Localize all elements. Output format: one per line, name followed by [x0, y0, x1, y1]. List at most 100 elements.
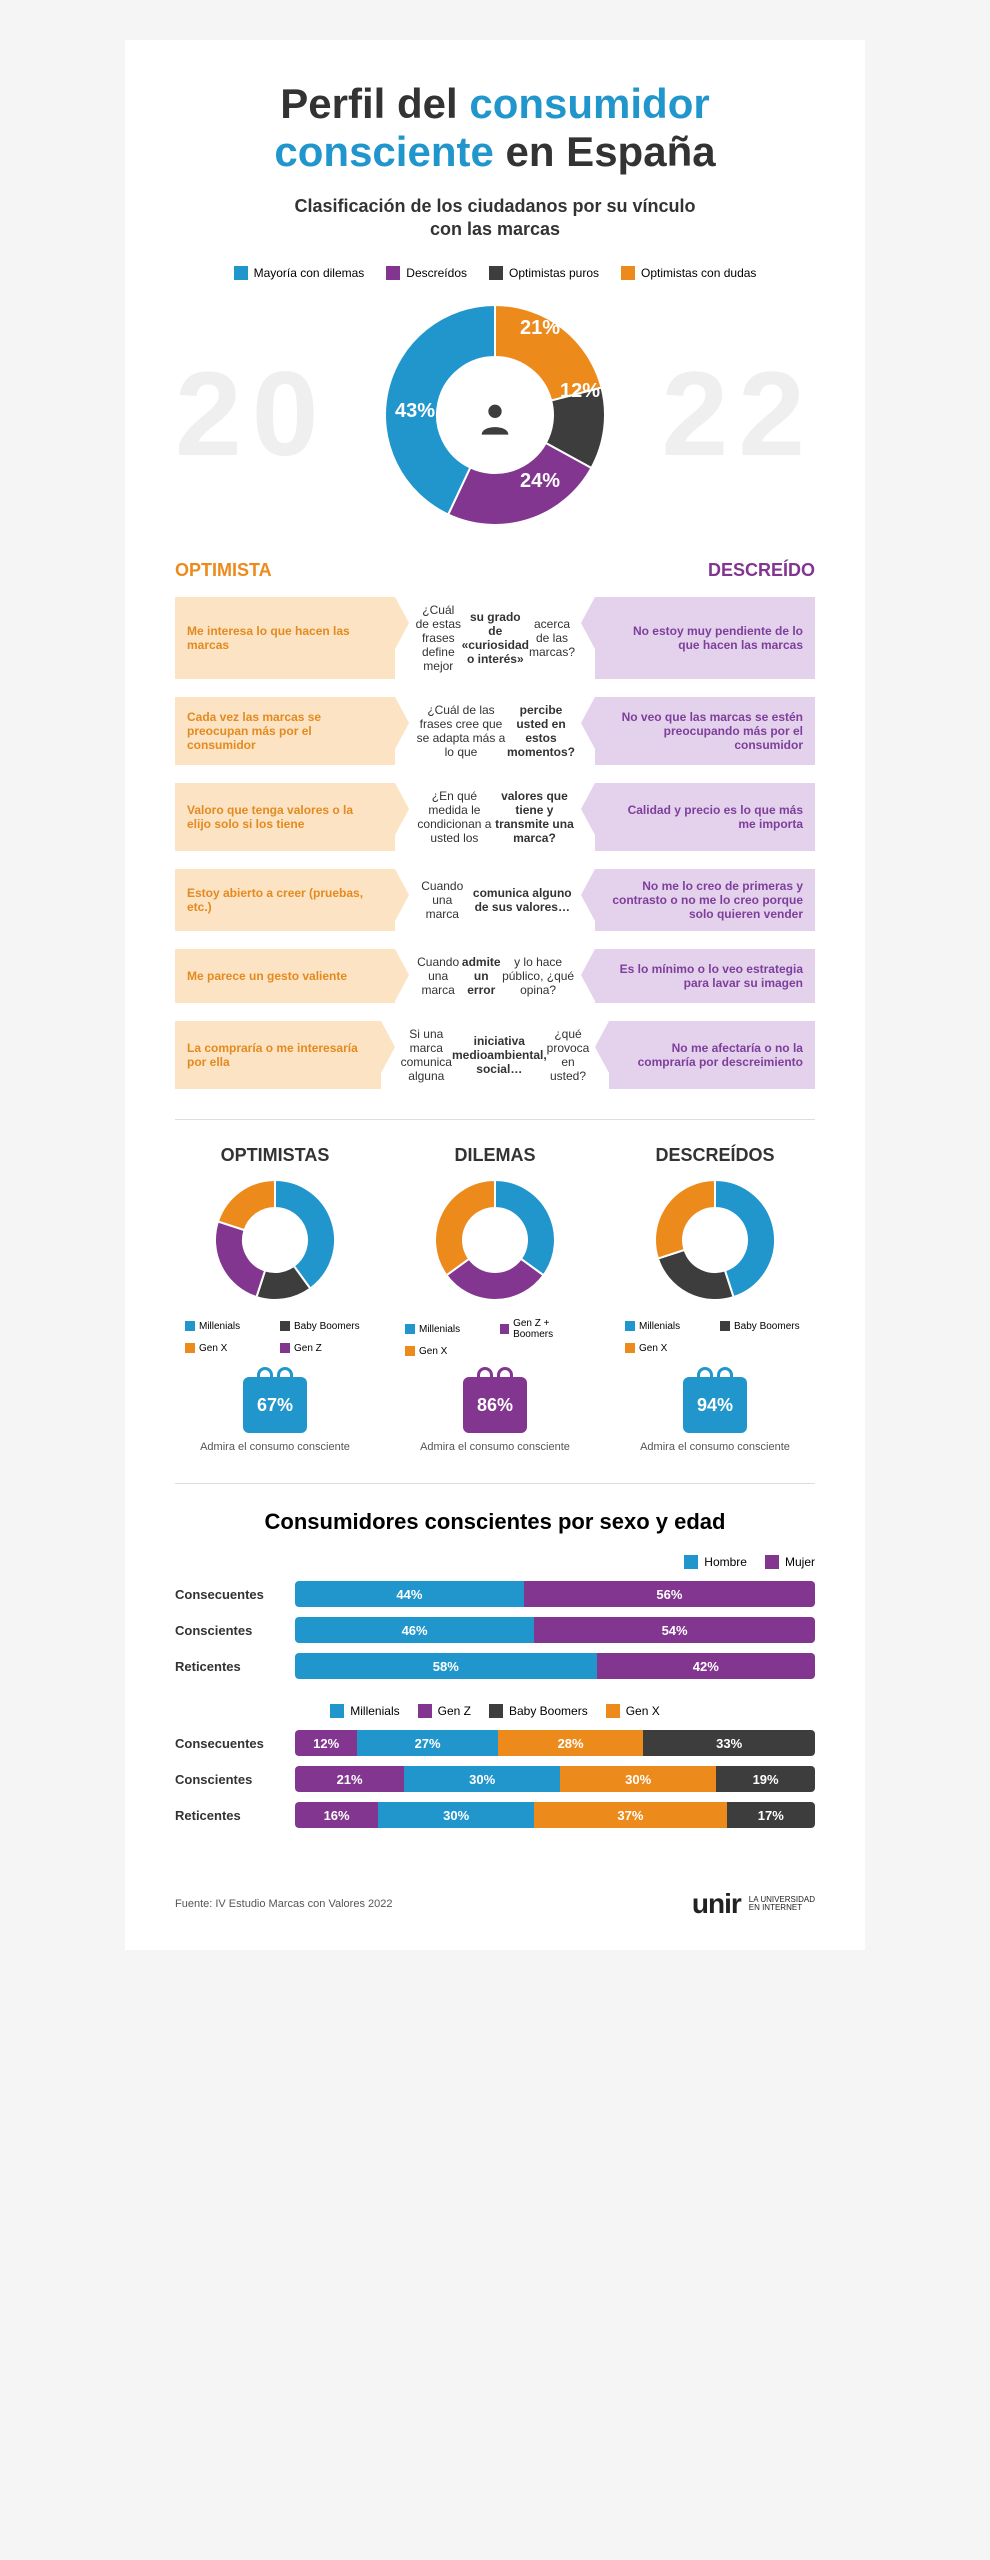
bar-segment: 54%	[534, 1617, 815, 1643]
mini-legend-item: Gen X	[625, 1339, 710, 1357]
bar-legend-item: Gen X	[606, 1704, 660, 1718]
descreido-banner: Es lo mínimo o lo veo estrategia para la…	[595, 949, 815, 1003]
bar-track: 58%42%	[295, 1653, 815, 1679]
bar-row-label: Reticentes	[175, 1808, 295, 1823]
mini-legend-item: Gen X	[405, 1345, 490, 1358]
bar-track: 12%27%28%33%	[295, 1730, 815, 1756]
bar-segment: 28%	[498, 1730, 644, 1756]
legend-item: Optimistas con dudas	[621, 266, 756, 280]
bar-row: Consecuentes12%27%28%33%	[175, 1730, 815, 1756]
bar-row: Conscientes21%30%30%19%	[175, 1766, 815, 1792]
infographic-container: Perfil del consumidor consciente en Espa…	[125, 40, 865, 1950]
year-bg-right: 22	[662, 345, 815, 483]
optimist-banner: Cada vez las marcas se preocupan más por…	[175, 697, 395, 765]
bar-track: 16%30%37%17%	[295, 1802, 815, 1828]
mini-legend: MillenialsBaby BoomersGen XGen Z	[175, 1317, 375, 1357]
legend-item: Optimistas puros	[489, 266, 599, 280]
compare-row: Estoy abierto a creer (pruebas, etc.) Cu…	[175, 869, 815, 931]
bar-segment: 44%	[295, 1581, 524, 1607]
mini-group-title: DILEMAS	[395, 1145, 595, 1166]
bar-segment: 33%	[643, 1730, 815, 1756]
donut-pct-label: 43%	[395, 400, 435, 423]
source-text: Fuente: IV Estudio Marcas con Valores 20…	[175, 1898, 392, 1910]
donut-pct-label: 12%	[560, 380, 600, 403]
main-donut-chart: 20 22 21%12%24%43%	[345, 300, 645, 530]
bar-row: Reticentes16%30%37%17%	[175, 1802, 815, 1828]
mini-legend-item: Millenials	[625, 1317, 710, 1335]
compare-question: ¿Cuál de las frases cree que se adapta m…	[405, 697, 585, 765]
donut-pct-label: 24%	[520, 470, 560, 493]
bar-row: Consecuentes44%56%	[175, 1581, 815, 1607]
mini-donut-chart	[175, 1180, 375, 1305]
bar-segment: 16%	[295, 1802, 378, 1828]
mini-donut-chart	[615, 1180, 815, 1305]
bar-legend-item: Mujer	[765, 1555, 815, 1569]
mini-donut-section: OPTIMISTAS Millenials Baby Boomers Gen X Ge…	[175, 1119, 815, 1453]
mini-legend-item: Gen Z + Boomers	[500, 1317, 585, 1341]
descreido-banner: No me afectaría o no la compraría por de…	[609, 1021, 815, 1089]
compare-header: OPTIMISTA DESCREÍDO	[175, 560, 815, 581]
mini-legend: Millenials Gen Z + Boomers Gen X	[395, 1317, 595, 1357]
mini-donut-column: OPTIMISTAS MillenialsBaby BoomersGen XGe…	[175, 1145, 375, 1453]
bar-segment: 46%	[295, 1617, 534, 1643]
bar-segment: 42%	[597, 1653, 815, 1679]
compare-row: Valoro que tenga valores o la elijo solo…	[175, 783, 815, 851]
year-bg-left: 20	[175, 345, 328, 483]
bars-title: Consumidores conscientes por sexo y edad	[175, 1509, 815, 1535]
legend-item: Descreídos	[386, 266, 467, 280]
compare-row: Cada vez las marcas se preocupan más por…	[175, 697, 815, 765]
bar-segment: 27%	[357, 1730, 497, 1756]
compare-question: ¿En qué medida le condicionan a usted lo…	[405, 783, 585, 851]
bar-row-label: Consecuentes	[175, 1587, 295, 1602]
bar-segment: 56%	[524, 1581, 815, 1607]
mini-legend-item: Millenials	[185, 1317, 270, 1335]
mini-legend-item: Baby Boomers	[720, 1317, 805, 1335]
bar-track: 21%30%30%19%	[295, 1766, 815, 1792]
bar-row-label: Reticentes	[175, 1659, 295, 1674]
bar-row: Conscientes46%54%	[175, 1617, 815, 1643]
bars-section: Consumidores conscientes por sexo y edad…	[175, 1483, 815, 1828]
bar-segment: 17%	[727, 1802, 815, 1828]
admire-text: Admira el consumo consciente	[175, 1441, 375, 1453]
donut-pct-label: 21%	[520, 317, 560, 340]
mini-donut-chart	[395, 1180, 595, 1305]
bar-legend-item: Hombre	[684, 1555, 747, 1569]
bar-segment: 58%	[295, 1653, 597, 1679]
mini-legend-item: Baby Boomers	[280, 1317, 365, 1335]
compare-row: Me interesa lo que hacen las marcas ¿Cuá…	[175, 597, 815, 679]
compare-question: Cuando una marca admite un error y lo ha…	[405, 949, 585, 1003]
footer: Fuente: IV Estudio Marcas con Valores 20…	[175, 1868, 815, 1920]
optimist-banner: La compraría o me interesaría por ella	[175, 1021, 381, 1089]
optimist-banner: Me interesa lo que hacen las marcas	[175, 597, 395, 679]
descreido-banner: No me lo creo de primeras y contrasto o …	[595, 869, 815, 931]
compare-question: ¿Cuál de estas frases define mejor su gr…	[405, 597, 585, 679]
admire-text: Admira el consumo consciente	[395, 1441, 595, 1453]
subtitle: Clasificación de los ciudadanos por su v…	[285, 195, 705, 242]
bar-row-label: Consecuentes	[175, 1736, 295, 1751]
descreido-banner: Calidad y precio es lo que más me import…	[595, 783, 815, 851]
compare-question: Si una marca comunica alguna iniciativa …	[391, 1021, 600, 1089]
bar-segment: 12%	[295, 1730, 357, 1756]
mini-group-title: OPTIMISTAS	[175, 1145, 375, 1166]
logo: unir LA UNIVERSIDADEN INTERNET	[692, 1888, 815, 1920]
bar-segment: 37%	[534, 1802, 726, 1828]
mini-donut-column: DESCREÍDOS MillenialsBaby BoomersGen X 9…	[615, 1145, 815, 1453]
descreido-banner: No estoy muy pendiente de lo que hacen l…	[595, 597, 815, 679]
bar-segment: 21%	[295, 1766, 404, 1792]
bar-segment: 30%	[378, 1802, 534, 1828]
bar-track: 46%54%	[295, 1617, 815, 1643]
mini-legend-item: Gen Z	[280, 1339, 365, 1357]
mini-legend-item: Millenials	[405, 1317, 490, 1341]
main-legend: Mayoría con dilemas Descreídos Optimistas …	[175, 266, 815, 280]
bar-legend-item: Baby Boomers	[489, 1704, 588, 1718]
bar-segment: 30%	[404, 1766, 560, 1792]
bar-row: Reticentes58%42%	[175, 1653, 815, 1679]
bar-legend-item: Gen Z	[418, 1704, 471, 1718]
bag-icon: 86%	[463, 1377, 527, 1433]
mini-legend: Millenials Baby Boomers Gen X	[615, 1317, 815, 1357]
legend-item: Mayoría con dilemas	[234, 266, 365, 280]
bag-icon: 94%	[683, 1377, 747, 1433]
admire-text: Admira el consumo consciente	[615, 1441, 815, 1453]
bar-segment: 30%	[560, 1766, 716, 1792]
optimist-banner: Valoro que tenga valores o la elijo solo…	[175, 783, 395, 851]
